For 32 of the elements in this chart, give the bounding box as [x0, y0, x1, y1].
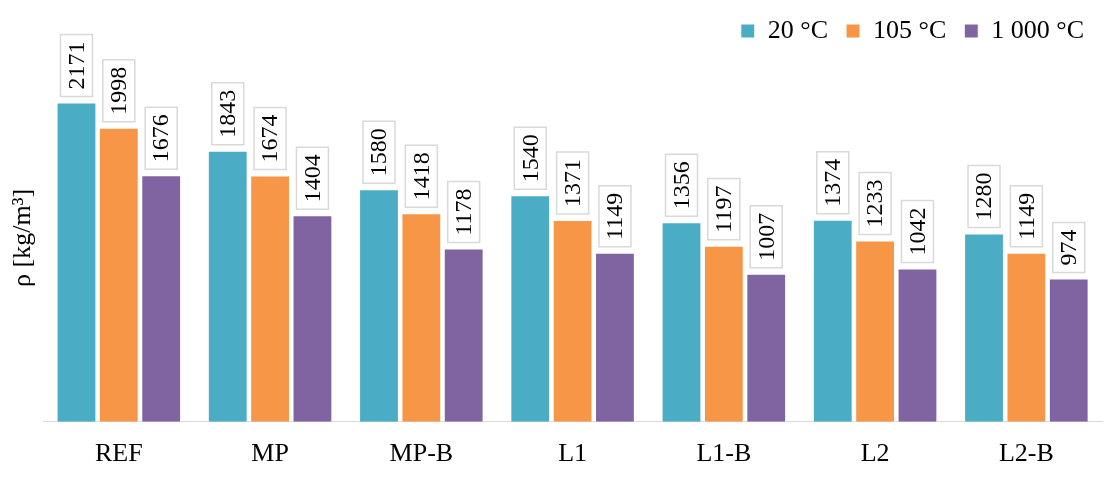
x-tick-label: L1-B — [696, 438, 752, 468]
data-label: 1674 — [256, 114, 283, 163]
x-tick-label: L2 — [860, 438, 890, 468]
data-label: 1676 — [147, 114, 174, 163]
data-label: 1280 — [970, 172, 997, 221]
data-label: 2171 — [62, 41, 89, 90]
data-label: 1374 — [819, 158, 846, 207]
x-tick-label: MP — [251, 438, 289, 468]
data-label: 1580 — [365, 128, 392, 177]
data-label: 1233 — [861, 179, 888, 228]
data-label: 1042 — [903, 207, 930, 256]
data-label: 1149 — [601, 192, 628, 240]
data-label: 1197 — [710, 185, 737, 233]
data-label: 1356 — [667, 161, 694, 210]
legend-label: 1 000 °C — [991, 14, 1085, 44]
data-label: 1371 — [558, 159, 585, 208]
data-label: 974 — [1055, 229, 1082, 266]
data-label: 1418 — [407, 152, 434, 201]
data-label: 1843 — [214, 89, 241, 138]
y-axis-title: ρ [kg/m³] — [7, 188, 37, 287]
x-tick-label: REF — [94, 438, 143, 468]
x-tick-label: L1 — [558, 438, 588, 468]
data-label: 1178 — [449, 188, 476, 236]
legend-label: 105 °C — [873, 14, 947, 44]
x-tick-label: MP-B — [389, 438, 454, 468]
data-label: 1540 — [516, 134, 543, 183]
data-label: 1149 — [1012, 192, 1039, 240]
data-label: 1404 — [298, 154, 325, 203]
data-label: 1998 — [105, 66, 132, 115]
x-tick-label: L2-B — [998, 438, 1054, 468]
legend-label: 20 °C — [767, 14, 829, 44]
data-label: 1007 — [752, 212, 779, 261]
